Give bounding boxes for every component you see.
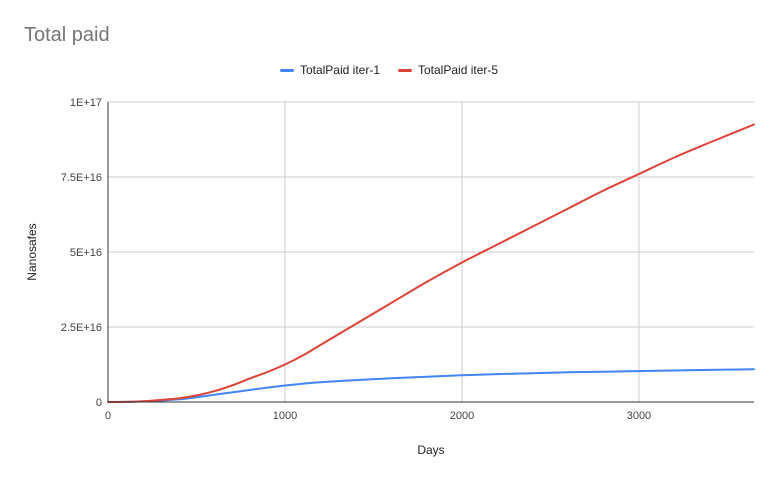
axes: 0 2.5E+16 5E+16 7.5E+16 1E+17 0 1000 2000 3000 (61, 97, 754, 422)
legend-label-series-1: TotalPaid iter-1 (299, 63, 380, 77)
series-lines (107, 123, 755, 403)
x-tick-label: 1000 (273, 410, 297, 422)
legend-item-series-1[interactable]: TotalPaid iter-1 (279, 63, 380, 77)
series-line-2[interactable] (107, 123, 755, 403)
x-axis-title: Days (417, 443, 444, 457)
y-axis-title: Nanosafes (25, 223, 39, 280)
legend-swatch-series-2 (398, 68, 412, 72)
y-tick-label: 7.5E+16 (61, 172, 102, 184)
legend: TotalPaid iter-1 TotalPaid iter-5 (0, 63, 778, 77)
y-tick-label: 0 (96, 397, 102, 409)
x-tick-label: 0 (105, 410, 111, 422)
y-tick-label: 1E+17 (70, 97, 102, 109)
legend-swatch-series-1 (279, 68, 294, 72)
legend-item-series-2[interactable]: TotalPaid iter-5 (398, 63, 498, 77)
x-tick-label: 2000 (450, 410, 474, 422)
x-tick-label: 3000 (627, 410, 651, 422)
series-line-1[interactable] (107, 368, 755, 403)
y-tick-label: 5E+16 (70, 247, 102, 259)
grid (108, 101, 754, 402)
chart-title: Total paid (24, 24, 110, 46)
y-tick-label: 2.5E+16 (61, 322, 102, 334)
legend-label-series-2: TotalPaid iter-5 (418, 63, 499, 77)
